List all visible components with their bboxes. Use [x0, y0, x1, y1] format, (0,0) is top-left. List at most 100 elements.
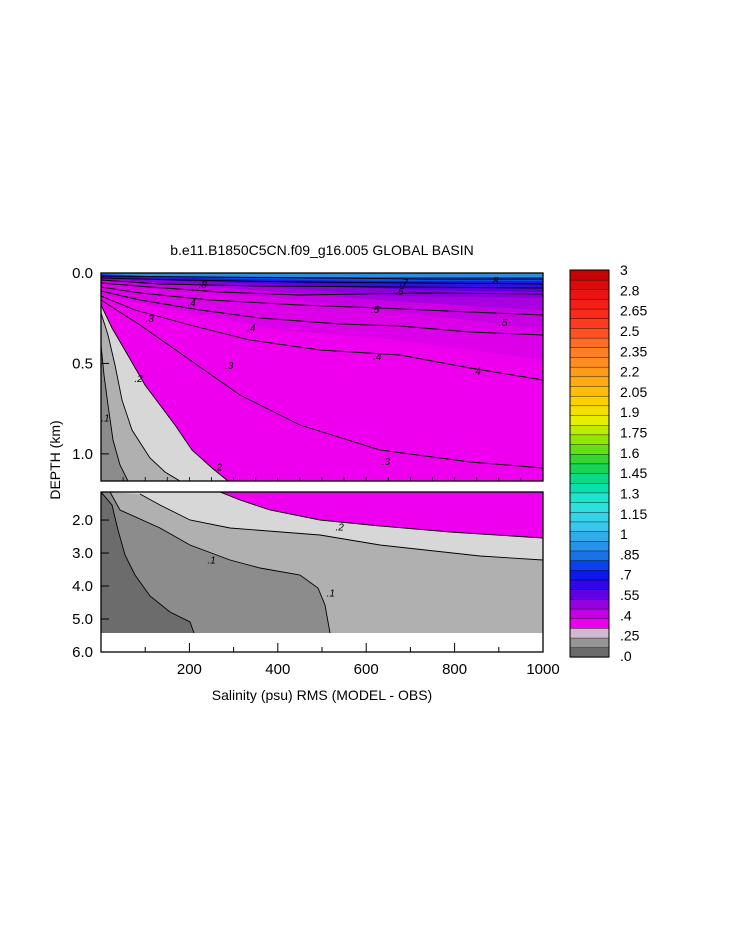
y-tick-label-lower: 2.0	[72, 512, 93, 529]
x-tick-label: 200	[177, 661, 202, 678]
colorbar-swatch	[569, 434, 610, 445]
y-tick-label-lower: 3.0	[72, 545, 93, 562]
colorbar-label: 3	[620, 262, 628, 278]
contour-label: .4	[247, 323, 256, 334]
contour-label: .1	[327, 589, 335, 600]
colorbar-swatch	[569, 424, 610, 436]
chart-title: b.e11.B1850C5CN.f09_g16.005 GLOBAL BASIN	[170, 242, 474, 258]
x-axis-label: Salinity (psu) RMS (MODEL - OBS)	[212, 687, 432, 703]
colorbar-swatch	[569, 637, 610, 648]
colorbar-swatch	[569, 463, 610, 474]
colorbar-swatch	[569, 395, 610, 407]
colorbar-swatch	[569, 579, 610, 590]
colorbar-label: 2.05	[620, 384, 647, 400]
colorbar-swatch	[569, 347, 610, 358]
colorbar-swatch	[569, 502, 610, 513]
colorbar-swatch	[569, 647, 610, 658]
x-tick-label: 600	[354, 661, 379, 678]
colorbar-swatch	[569, 269, 610, 281]
colorbar-label: .0	[620, 648, 632, 664]
axes: 200 400 600 800 1000 0.0 0.5 1.0 2.0 3.0 4.0 5.0 6.0	[72, 265, 560, 678]
field-0.85	[101, 273, 543, 277]
upper-panel	[101, 273, 543, 481]
contour-label: .4	[473, 367, 482, 378]
colorbar-label: 2.5	[620, 323, 640, 339]
colorbar-frame	[569, 269, 610, 658]
contour-label: .4	[373, 352, 382, 363]
colorbar-swatch	[569, 598, 610, 610]
colorbar-swatch	[569, 521, 610, 532]
colorbar-swatch	[569, 472, 610, 484]
colorbar-swatch	[569, 366, 610, 378]
contour-label: .1	[101, 414, 109, 425]
y-tick-label-upper: 1.0	[72, 446, 93, 463]
colorbar-swatch	[569, 589, 610, 600]
colorbar-swatch	[569, 627, 610, 639]
colorbar-label: 1.6	[620, 445, 640, 461]
colorbar-swatch	[569, 414, 610, 426]
y-tick-label-lower: 4.0	[72, 578, 93, 595]
colorbar-label: 2.8	[620, 282, 640, 298]
colorbar-label: 1	[620, 526, 628, 542]
colorbar-swatch	[569, 569, 610, 581]
lower-contour-lines	[101, 492, 543, 633]
colorbar-swatch	[569, 560, 610, 571]
colorbar-label: 1.9	[620, 404, 640, 420]
colorbar-swatch	[569, 298, 610, 310]
contour-label: .7	[400, 278, 409, 289]
contour-label: .8	[490, 276, 499, 287]
colorbar-label: 1.75	[620, 425, 647, 441]
field-low-mid	[101, 313, 180, 481]
colorbar-label: 2.35	[620, 343, 647, 359]
y-tick-label-lower: 6.0	[72, 644, 93, 661]
contour-label: .3	[145, 314, 154, 325]
colorbar-swatch	[569, 531, 610, 542]
colorbar-swatch	[569, 385, 610, 397]
contour-label: .2	[214, 463, 223, 474]
contour-label: .5	[499, 318, 508, 329]
y-tick-label-upper: 0.0	[72, 265, 93, 282]
colorbar-label: .4	[620, 607, 632, 623]
colorbar-swatch	[569, 356, 610, 368]
colorbar-label: 1.15	[620, 506, 647, 522]
colorbar-swatch	[569, 289, 610, 300]
x-tick-label: 800	[442, 661, 467, 678]
contour-label: .3	[382, 457, 391, 468]
colorbar-swatch	[569, 308, 610, 319]
colorbar-swatch	[569, 318, 610, 329]
colorbar-swatch	[569, 618, 610, 629]
lower-panel	[101, 492, 543, 633]
contour-label: .2	[134, 374, 143, 385]
colorbar-label: .85	[620, 546, 640, 562]
colorbar: 3 2.8 2.65 2.5 2.35 2.2 2.05 1.9 1.75 1.6 1.45 1.3 1…	[569, 262, 647, 664]
colorbar-label: 2.65	[620, 303, 647, 319]
colorbar-label: .25	[620, 628, 640, 644]
contour-label: .5	[371, 305, 380, 316]
colorbar-swatch	[569, 608, 610, 619]
colorbar-swatch	[569, 492, 610, 503]
colorbar-label: 2.2	[620, 364, 640, 380]
field-low-dark	[101, 345, 128, 481]
colorbar-swatch	[569, 550, 610, 561]
y-tick-label-lower: 5.0	[72, 611, 93, 628]
y-axis-label: DEPTH (km)	[47, 420, 63, 499]
contour-label: .3	[225, 361, 234, 372]
colorbar-label: .55	[620, 587, 640, 603]
colorbar-swatch	[569, 443, 610, 455]
colorbar-swatch	[569, 327, 610, 339]
upper-contour-lines	[101, 275, 543, 481]
contour-labels: .8.7.6.8.4.4.3.5.5.4.4.3.3.2.2.1.2.1.1	[101, 276, 508, 599]
colorbar-swatch	[569, 482, 610, 494]
colorbar-swatch	[569, 337, 610, 349]
lower-field-darkest	[101, 492, 194, 633]
colorbar-swatch	[569, 453, 610, 465]
y-tick-label-upper: 0.5	[72, 355, 93, 372]
contour-label: .6	[395, 287, 404, 298]
colorbar-label: 1.45	[620, 465, 647, 481]
colorbar-swatch	[569, 405, 610, 416]
colorbar-swatch	[569, 376, 610, 387]
contour-label: .1	[207, 556, 215, 567]
colorbar-swatch	[569, 279, 610, 290]
contour-label: .8	[198, 280, 207, 291]
contour-label: .2	[336, 523, 345, 534]
